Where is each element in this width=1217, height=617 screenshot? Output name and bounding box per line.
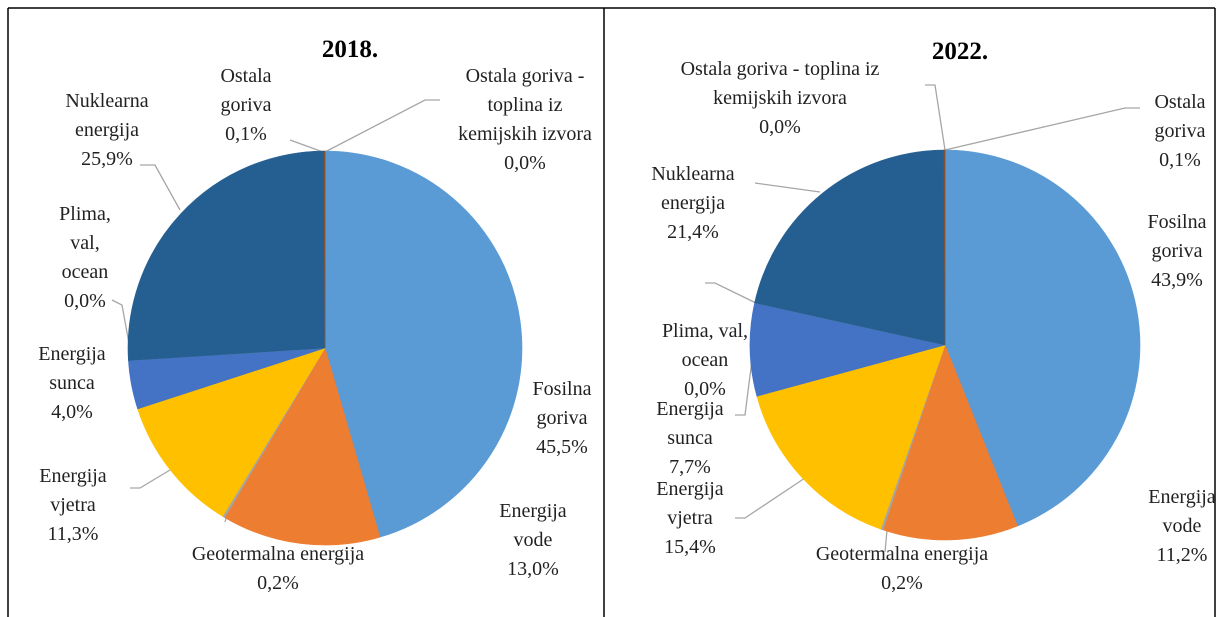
slice-value: 0,0% (64, 290, 106, 312)
slice-name: Nuklearna energija (651, 163, 735, 214)
slice-value: 0,0% (759, 116, 801, 138)
slice-name: Energija sunca (38, 343, 106, 394)
slice-label: Energija vjetra 15,4% (645, 475, 735, 562)
slice-value: 7,7% (669, 456, 711, 478)
slice-label: Energija vode 13,0% (488, 497, 578, 584)
slice-name: Fosilna goriva (1147, 211, 1207, 262)
pie-slice (224, 347, 381, 546)
slice-name: Energija vjetra (39, 465, 107, 516)
slice-value: 11,2% (1156, 544, 1208, 566)
leader-line (130, 469, 171, 489)
slice-value: 0,0% (504, 152, 546, 174)
leader-line (735, 359, 753, 416)
slice-label: Energija vjetra 11,3% (28, 462, 118, 549)
chart-title: 2018. (321, 36, 379, 63)
slice-label: Ostala goriva - toplina iz kemijskih izv… (450, 62, 600, 178)
slice-name: Fosilna goriva (532, 378, 592, 429)
slice-value: 0,1% (1159, 149, 1201, 171)
slice-value: 45,5% (536, 436, 588, 458)
pie-slice (324, 150, 523, 538)
leader-line (324, 99, 440, 153)
slice-name: Geotermalna energija (815, 543, 989, 565)
slice-label: Ostala goriva 0,1% (206, 62, 286, 149)
pie-slice (749, 302, 946, 397)
slice-name: Energija sunca (656, 398, 724, 449)
slice-label: Geotermalna energija 0,2% (772, 540, 1032, 598)
slice-name: Ostala goriva - toplina iz kemijskih izv… (458, 65, 592, 145)
pie-slice (882, 344, 1018, 541)
slice-label: Ostala goriva - toplina iz kemijskih izv… (650, 55, 910, 142)
slice-value: 15,4% (664, 536, 716, 558)
slice-label: Energija sunca 4,0% (27, 340, 117, 427)
chart-title: 2022. (931, 38, 989, 65)
pie-slice (754, 149, 946, 346)
slice-label: Nuklearna energija 21,4% (628, 160, 758, 247)
slice-name: Energija vode (1148, 486, 1216, 537)
slice-value: 25,9% (81, 148, 133, 170)
slice-name: Ostala goriva (1154, 91, 1206, 142)
leader-line (925, 84, 946, 151)
slice-label: Fosilna goriva 45,5% (522, 375, 602, 462)
slice-name: Energija vjetra (656, 478, 724, 529)
slice-value: 0,0% (684, 378, 726, 400)
slice-name: Geotermalna energija (191, 543, 365, 565)
slice-value: 4,0% (51, 401, 93, 423)
pie-slice (944, 149, 1141, 527)
slice-label: Nuklearna energija 25,9% (42, 87, 172, 174)
leader-line (140, 164, 181, 211)
slice-label: Energija vode 11,2% (1142, 483, 1217, 570)
leader-line (289, 139, 324, 153)
slice-value: 0,2% (257, 572, 299, 594)
slice-label: Energija sunca 7,7% (645, 395, 735, 482)
slice-value: 13,0% (507, 558, 559, 580)
slice-value: 0,2% (881, 572, 923, 594)
slice-value: 43,9% (1151, 269, 1203, 291)
slice-name: Energija vode (499, 500, 567, 551)
slice-label: Plima, val, ocean 0,0% (50, 200, 120, 316)
slice-name: Plima, val, ocean (661, 320, 749, 371)
slice-label: Plima, val, ocean 0,0% (650, 317, 760, 404)
frames (7, 7, 1216, 617)
leader-line (735, 477, 806, 519)
slice-name: Ostala goriva (220, 65, 272, 116)
slice-name: Ostala goriva - toplina iz kemijskih izv… (680, 58, 880, 109)
leaders (111, 84, 1140, 553)
slice-name: Plima, val, ocean (59, 203, 111, 283)
leader-line (944, 107, 1140, 151)
leader-line (705, 282, 761, 306)
slice-value: 0,1% (225, 123, 267, 145)
slice-label: Fosilna goriva 43,9% (1137, 208, 1217, 295)
leader-line (754, 182, 821, 193)
slice-name: Nuklearna energija (65, 90, 149, 141)
slice-value: 21,4% (667, 221, 719, 243)
pie-slice (137, 347, 326, 517)
pie-slice (127, 150, 326, 361)
leader-line (884, 529, 888, 553)
pie-slice (756, 344, 946, 530)
slice-value: 11,3% (47, 523, 99, 545)
slice-label: Geotermalna energija 0,2% (148, 540, 408, 598)
slice-label: Ostala goriva 0,1% (1140, 88, 1217, 175)
